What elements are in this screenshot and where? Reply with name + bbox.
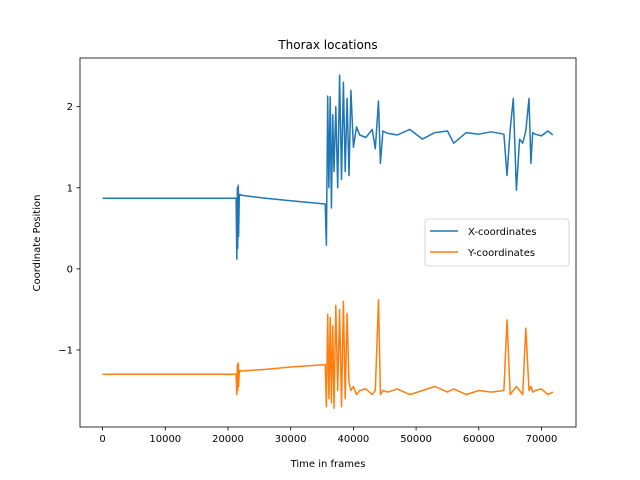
- legend-box: [424, 218, 570, 267]
- y-axis-ticks: −1 0 1 2: [58, 102, 80, 356]
- x-tick-label: 70000: [526, 434, 558, 445]
- x-tick-label: 50000: [400, 434, 432, 445]
- y-tick-label: 2: [67, 102, 73, 113]
- legend-label-x-coordinates: X-coordinates: [468, 227, 537, 238]
- legend: X-coordinates Y-coordinates: [424, 218, 570, 267]
- series-line-x-coordinates: [102, 74, 554, 260]
- series-layer: [102, 74, 554, 410]
- y-tick-label: 1: [67, 183, 73, 194]
- x-tick-label: 0: [99, 434, 105, 445]
- chart-title: Thorax locations: [277, 38, 377, 52]
- y-axis-label: Coordinate Position: [32, 195, 43, 292]
- x-tick-label: 10000: [149, 434, 181, 445]
- x-tick-label: 40000: [337, 434, 369, 445]
- y-tick-label: −1: [58, 345, 73, 356]
- x-axis-label: Time in frames: [290, 459, 366, 470]
- series-line-y-coordinates: [102, 298, 554, 410]
- x-tick-label: 30000: [275, 434, 307, 445]
- legend-label-y-coordinates: Y-coordinates: [467, 248, 535, 259]
- plot-frame: [79, 57, 577, 428]
- x-tick-label: 20000: [212, 434, 244, 445]
- y-tick-label: 0: [67, 264, 73, 275]
- x-axis-ticks: 0 10000 20000 30000 40000 50000 60000 70000: [99, 427, 557, 445]
- x-tick-label: 60000: [463, 434, 495, 445]
